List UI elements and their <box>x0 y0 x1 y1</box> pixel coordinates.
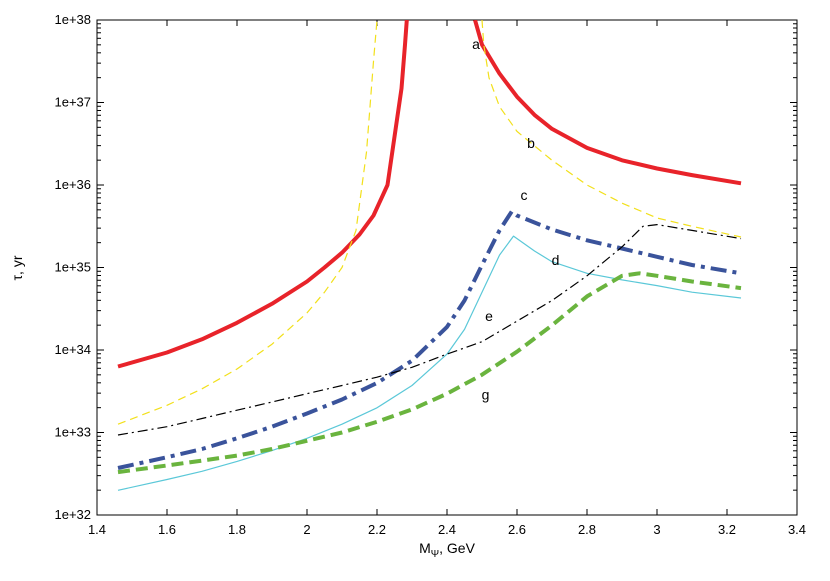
curve-d <box>117 235 742 491</box>
curve-label-e: e <box>485 308 493 324</box>
x-tick-label: 2.8 <box>578 522 596 537</box>
x-tick-label: 3.2 <box>718 522 736 537</box>
curve-label-b: b <box>527 135 535 151</box>
x-tick-label: 3 <box>653 522 660 537</box>
x-tick-label: 2 <box>303 522 310 537</box>
y-tick-label: 1e+34 <box>54 342 91 357</box>
y-tick-label: 1e+36 <box>54 177 91 192</box>
y-axis: 1e+32 1e+33 1e+34 1e+35 1e+36 1e+37 1e+38 <box>54 12 797 522</box>
x-axis-title: MΨ, GeV <box>419 540 475 560</box>
x-tick-label: 2.4 <box>438 522 456 537</box>
x-tick-label: 2.6 <box>508 522 526 537</box>
x-axis: 1.4 1.6 1.8 2 2.2 2.4 2.6 2.8 3 3.2 3.4 <box>88 20 806 537</box>
y-tick-label: 1e+37 <box>54 95 91 110</box>
curve-c <box>117 209 742 470</box>
curve-b <box>481 20 742 238</box>
x-tick-label: 2.2 <box>368 522 386 537</box>
curve-a <box>473 20 742 186</box>
x-tick-label: 1.8 <box>228 522 246 537</box>
curve-label-g: g <box>482 387 490 403</box>
curve-a <box>117 20 409 369</box>
y-tick-label: 1e+32 <box>54 507 91 522</box>
x-tick-label: 1.6 <box>158 522 176 537</box>
curve-label-d: d <box>552 252 560 268</box>
curves <box>117 20 742 491</box>
curve-e <box>117 224 742 436</box>
y-tick-label: 1e+35 <box>54 260 91 275</box>
curve-g <box>117 271 742 475</box>
x-tick-label: 3.4 <box>788 522 806 537</box>
y-tick-label: 1e+38 <box>54 12 91 27</box>
y-axis-title: τ, yr <box>9 255 25 280</box>
curve-label-a: a <box>472 36 480 52</box>
curve-b <box>117 20 378 425</box>
curve-labels: a b c d e g <box>472 36 559 403</box>
y-tick-label: 1e+33 <box>54 425 91 440</box>
plot-frame <box>96 19 798 516</box>
curve-label-c: c <box>521 187 528 203</box>
x-tick-label: 1.4 <box>88 522 106 537</box>
